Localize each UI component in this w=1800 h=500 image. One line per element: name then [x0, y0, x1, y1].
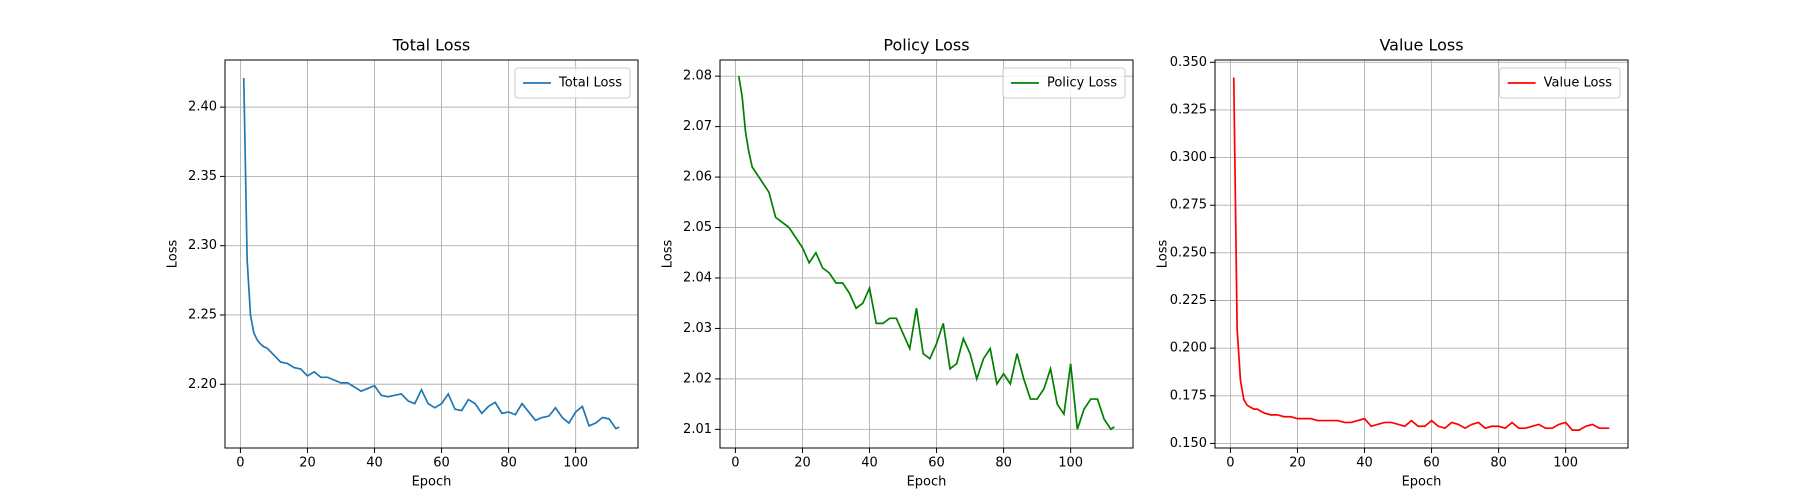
series-line [242, 77, 620, 430]
x-tick-label: 100 [563, 456, 588, 471]
y-tick-label: 0.325 [1170, 102, 1207, 117]
y-axis-label: Loss [1156, 240, 1171, 269]
x-tick-label: 80 [1490, 456, 1507, 471]
x-tick-label: 60 [928, 456, 945, 471]
y-tick-label: 0.150 [1170, 436, 1207, 451]
series-line [1232, 77, 1610, 431]
y-tick-label: 2.40 [188, 100, 217, 115]
x-tick-label: 20 [299, 456, 316, 471]
chart-title: Policy Loss [883, 36, 969, 55]
y-tick-label: 0.250 [1170, 245, 1207, 260]
chart-title: Value Loss [1379, 36, 1463, 55]
y-tick-label: 0.350 [1170, 55, 1207, 70]
x-tick-label: 0 [731, 456, 739, 471]
y-tick-label: 0.275 [1170, 198, 1207, 213]
y-tick-label: 2.08 [683, 69, 712, 84]
y-tick-label: 0.175 [1170, 388, 1207, 403]
x-axis-label: Epoch [1402, 475, 1442, 490]
legend-label: Total Loss [558, 76, 622, 91]
y-tick-label: 2.07 [683, 119, 712, 134]
axes-frame [1214, 59, 1629, 449]
y-tick-label: 2.03 [683, 321, 712, 336]
x-tick-label: 40 [1356, 456, 1373, 471]
y-axis-label: Loss [661, 240, 676, 269]
x-tick-label: 100 [1553, 456, 1578, 471]
x-tick-label: 40 [366, 456, 383, 471]
x-axis-label: Epoch [412, 475, 452, 490]
y-tick-label: 2.02 [683, 371, 712, 386]
x-tick-label: 20 [794, 456, 811, 471]
y-tick-label: 2.35 [188, 169, 217, 184]
y-tick-label: 0.200 [1170, 341, 1207, 356]
y-tick-label: 0.300 [1170, 150, 1207, 165]
x-tick-label: 60 [433, 456, 450, 471]
legend: Total Loss [514, 67, 631, 99]
x-tick-label: 40 [861, 456, 878, 471]
axes-frame [719, 59, 1134, 449]
legend: Value Loss [1499, 67, 1621, 99]
legend-box [1499, 67, 1621, 99]
y-tick-label: 2.06 [683, 170, 712, 185]
legend: Policy Loss [1002, 67, 1126, 99]
x-tick-label: 80 [995, 456, 1012, 471]
x-tick-label: 100 [1058, 456, 1083, 471]
y-tick-label: 2.30 [188, 238, 217, 253]
x-tick-label: 0 [236, 456, 244, 471]
legend-label: Value Loss [1544, 76, 1613, 91]
y-axis-label: Loss [166, 240, 181, 269]
axes-frame [224, 59, 639, 449]
y-tick-label: 2.01 [683, 422, 712, 437]
y-tick-label: 0.225 [1170, 293, 1207, 308]
y-tick-label: 2.05 [683, 220, 712, 235]
x-tick-label: 20 [1289, 456, 1306, 471]
y-tick-label: 2.04 [683, 270, 712, 285]
legend-box [514, 67, 631, 99]
y-tick-label: 2.20 [188, 377, 217, 392]
legend-box [1002, 67, 1126, 99]
y-tick-label: 2.25 [188, 307, 217, 322]
chart-title: Total Loss [392, 36, 471, 55]
series-line [737, 76, 1115, 431]
x-tick-label: 0 [1226, 456, 1234, 471]
x-tick-label: 80 [500, 456, 517, 471]
x-tick-label: 60 [1423, 456, 1440, 471]
legend-label: Policy Loss [1047, 76, 1117, 91]
x-axis-label: Epoch [907, 475, 947, 490]
